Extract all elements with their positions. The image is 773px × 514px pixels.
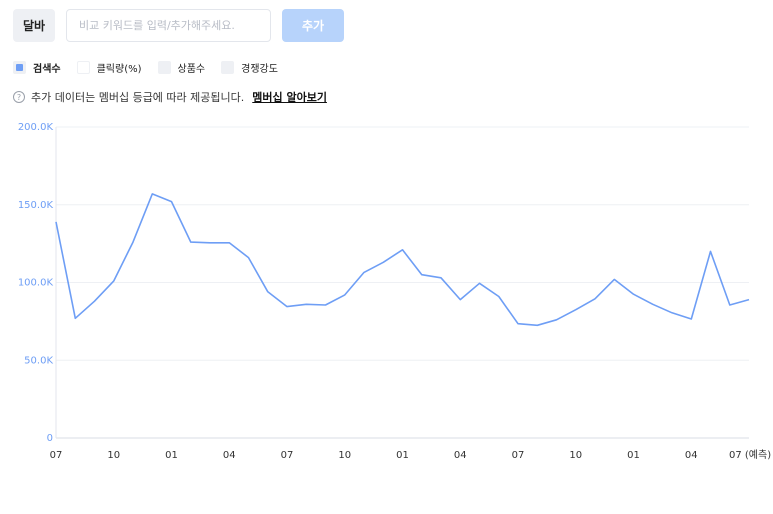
data-point[interactable] xyxy=(573,307,578,312)
data-point[interactable] xyxy=(708,249,713,254)
data-point[interactable] xyxy=(516,321,521,326)
data-point[interactable] xyxy=(477,281,482,286)
data-point[interactable] xyxy=(227,240,232,245)
checkbox-checked-icon xyxy=(13,61,26,74)
x-tick-label: 10 xyxy=(107,450,120,461)
data-point[interactable] xyxy=(458,297,463,302)
x-tick-label: 07 xyxy=(50,450,63,461)
data-point[interactable] xyxy=(304,302,309,307)
checkbox-disabled-icon xyxy=(157,61,171,74)
data-point[interactable] xyxy=(54,219,59,224)
x-tick-label: 07 xyxy=(512,450,525,461)
x-tick-label: 01 xyxy=(165,450,178,461)
data-point[interactable] xyxy=(208,240,213,245)
data-point[interactable] xyxy=(554,317,559,322)
x-tick-label: 04 xyxy=(223,450,236,461)
data-point[interactable] xyxy=(747,297,752,302)
data-point[interactable] xyxy=(323,303,328,308)
y-tick-label: 0 xyxy=(47,433,53,444)
y-tick-label: 150.0K xyxy=(18,200,54,211)
legend-item-competition[interactable]: 경쟁강도 xyxy=(221,60,278,75)
y-tick-label: 200.0K xyxy=(18,122,54,133)
data-point[interactable] xyxy=(150,191,155,196)
data-point[interactable] xyxy=(381,260,386,265)
data-point[interactable] xyxy=(131,240,136,245)
membership-link[interactable]: 멤버십 알아보기 xyxy=(252,91,327,104)
checkbox-icon xyxy=(76,61,90,74)
data-point[interactable] xyxy=(496,294,501,299)
chart-legend: 검색수 클릭량(%) 상품수 경쟁강도 xyxy=(13,60,294,75)
legend-item-click-rate[interactable]: 클릭량(%) xyxy=(76,60,142,75)
data-point[interactable] xyxy=(612,277,617,282)
data-point[interactable] xyxy=(689,317,694,322)
data-point[interactable] xyxy=(362,270,367,275)
data-point[interactable] xyxy=(593,296,598,301)
series-line-search-volume[interactable] xyxy=(55,193,750,327)
notice-text: 추가 데이터는 멤버십 등급에 따라 제공됩니다. xyxy=(31,91,245,104)
x-tick-label: 04 xyxy=(685,450,698,461)
data-point[interactable] xyxy=(439,275,444,280)
add-button[interactable]: 추가 xyxy=(282,9,344,42)
legend-label: 상품수 xyxy=(177,64,206,75)
data-point[interactable] xyxy=(111,278,116,283)
compare-keyword-input[interactable] xyxy=(66,9,271,42)
data-point[interactable] xyxy=(650,302,655,307)
legend-label: 경쟁강도 xyxy=(241,64,278,75)
y-tick-label: 50.0K xyxy=(24,355,53,366)
legend-label: 검색수 xyxy=(33,64,61,75)
data-point[interactable] xyxy=(342,292,347,297)
checkbox-disabled-icon xyxy=(221,61,235,74)
data-point[interactable] xyxy=(535,323,540,328)
legend-item-product-count[interactable]: 상품수 xyxy=(157,60,206,75)
keyword-chip[interactable]: 달바 xyxy=(13,9,55,42)
x-tick-label: 07 xyxy=(281,450,294,461)
data-point[interactable] xyxy=(400,247,405,252)
data-point[interactable] xyxy=(169,199,174,204)
x-tick-label: 07 (예측) xyxy=(729,449,771,461)
toolbar: 달바 추가 xyxy=(13,8,344,43)
legend-item-search-volume[interactable]: 검색수 xyxy=(13,60,61,75)
data-point[interactable] xyxy=(285,304,290,309)
data-point[interactable] xyxy=(188,240,193,245)
data-point[interactable] xyxy=(265,289,270,294)
data-point[interactable] xyxy=(631,292,636,297)
data-point[interactable] xyxy=(727,303,732,308)
data-point[interactable] xyxy=(670,310,675,315)
data-point[interactable] xyxy=(246,255,251,260)
data-point[interactable] xyxy=(419,272,424,277)
x-tick-label: 04 xyxy=(454,450,467,461)
x-tick-label: 01 xyxy=(627,450,640,461)
help-icon[interactable]: ? xyxy=(13,91,25,103)
legend-label: 클릭량(%) xyxy=(96,64,142,75)
x-tick-label: 10 xyxy=(338,450,351,461)
x-tick-label: 10 xyxy=(569,450,582,461)
membership-notice: ? 추가 데이터는 멤버십 등급에 따라 제공됩니다. 멤버십 알아보기 xyxy=(13,89,327,105)
x-tick-label: 01 xyxy=(396,450,409,461)
data-point[interactable] xyxy=(73,316,78,321)
data-point[interactable] xyxy=(92,299,97,304)
y-tick-label: 100.0K xyxy=(18,278,54,289)
